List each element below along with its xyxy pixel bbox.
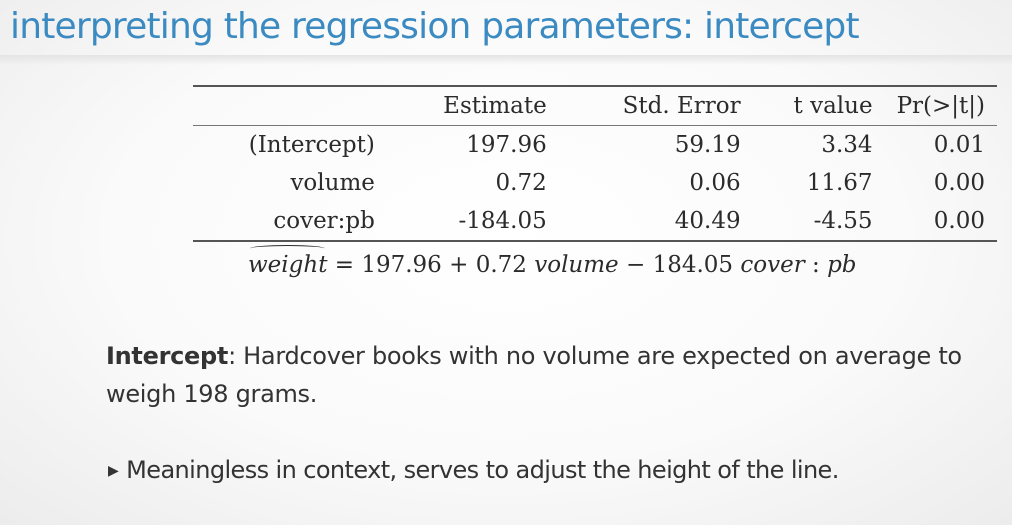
bullet-triangle-icon: ▶ bbox=[108, 463, 119, 479]
regression-equation: weight = 197.96 + 0.72 volume − 184.05 c… bbox=[248, 245, 857, 278]
cell-estimate: 197.96 bbox=[466, 132, 547, 158]
equation-constant-part: = 197.96 + 0.72 bbox=[327, 252, 535, 278]
cell-estimate: -184.05 bbox=[386, 202, 559, 242]
equation-term-pb: pb bbox=[827, 252, 857, 278]
table-row: cover:pb -184.05 40.49 -4.55 0.00 bbox=[193, 202, 997, 242]
table-row: (Intercept) 197.96 59.19 3.34 0.01 bbox=[193, 126, 997, 165]
table-row: volume 0.72 0.06 11.67 0.00 bbox=[193, 164, 997, 202]
cell-std-error: 0.06 bbox=[689, 170, 741, 196]
cell-p-value: 0.01 bbox=[933, 132, 985, 158]
title-divider bbox=[0, 55, 1012, 65]
slide-title: interpreting the regression parameters: … bbox=[10, 6, 860, 47]
intercept-explanation: Intercept: Hardcover books with no volum… bbox=[106, 337, 1006, 413]
bullet-text: Meaningless in context, serves to adjust… bbox=[126, 456, 839, 484]
equation-colon: : bbox=[804, 252, 828, 278]
cell-p-value: 0.00 bbox=[933, 170, 985, 196]
row-label: (Intercept) bbox=[248, 132, 375, 158]
header-cell-blank bbox=[193, 86, 387, 126]
cell-t-value: 11.67 bbox=[806, 170, 873, 196]
cell-t-value: 3.34 bbox=[821, 132, 873, 158]
header-std-error: Std. Error bbox=[558, 86, 753, 126]
table-header-row: Estimate Std. Error t value Pr(>|t|) bbox=[193, 86, 997, 126]
regression-table: Estimate Std. Error t value Pr(>|t|) (In… bbox=[193, 85, 997, 242]
cell-p-value: 0.00 bbox=[884, 202, 997, 242]
cell-std-error: 59.19 bbox=[674, 132, 741, 158]
header-t-value: t value bbox=[752, 86, 885, 126]
bullet-point: ▶ Meaningless in context, serves to adjus… bbox=[108, 451, 1008, 490]
row-label: cover:pb bbox=[193, 202, 387, 242]
row-label: volume bbox=[290, 170, 375, 196]
cell-std-error: 40.49 bbox=[558, 202, 753, 242]
explanation-text: : Hardcover books with no volume are exp… bbox=[106, 342, 962, 408]
equation-cover-coef: − 184.05 bbox=[618, 252, 741, 278]
cell-estimate: 0.72 bbox=[495, 170, 547, 196]
cell-t-value: -4.55 bbox=[752, 202, 885, 242]
header-estimate: Estimate bbox=[386, 86, 559, 126]
equation-lhs-hat: weight bbox=[248, 245, 328, 278]
equation-term-volume: volume bbox=[534, 252, 619, 278]
header-p-value: Pr(>|t|) bbox=[884, 86, 997, 126]
equation-term-cover: cover bbox=[740, 252, 805, 278]
explanation-term: Intercept bbox=[106, 342, 229, 370]
